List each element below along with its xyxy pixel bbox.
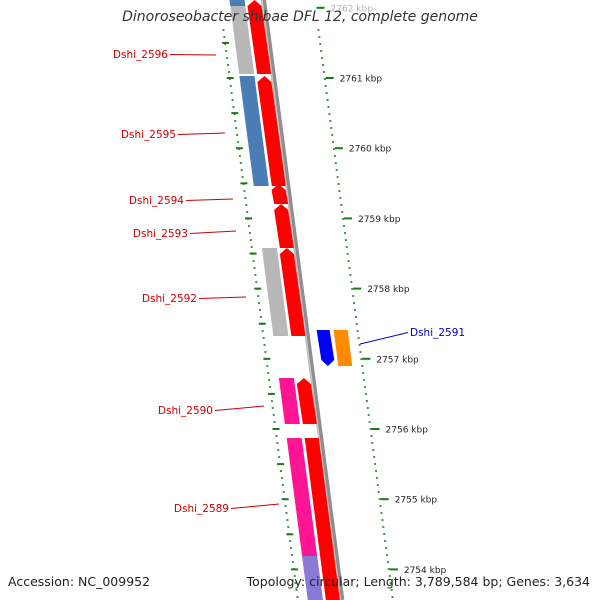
gene-label-group: Dshi_2592 — [142, 293, 247, 305]
topology-text: Topology: circular; Length: 3,789,584 bp… — [246, 574, 590, 589]
tick-layer: 2762 kbp 2761 kbp 2760 kbp 2759 kbp 2758 kbp… — [316, 4, 447, 576]
gene-label-leader — [198, 296, 247, 299]
tick-mark: 2756 kbp — [371, 426, 429, 436]
cog-block — [278, 378, 300, 424]
gene-label: Dshi_2595 — [121, 129, 176, 141]
gene-arrow — [296, 378, 317, 424]
cog-layer — [229, 0, 353, 600]
gene-label-leader — [359, 332, 409, 345]
tick-label: 2760 kbp — [349, 145, 392, 155]
gene-label-group: Dshi_2594 — [129, 195, 234, 207]
cog-block — [229, 0, 255, 74]
gene-arrow — [274, 204, 294, 248]
gene-label: Dshi_2590 — [158, 405, 213, 417]
gene-label-leader — [169, 54, 217, 56]
gene-label-group: Dshi_2596 — [113, 49, 217, 61]
gene-label: Dshi_2592 — [142, 293, 197, 305]
backbone-highlight — [261, 0, 342, 600]
tick-label: 2759 kbp — [358, 215, 401, 225]
tick-mark: 2755 kbp — [380, 496, 438, 506]
tick-mark: 2759 kbp — [344, 215, 401, 225]
tick-label: 2757 kbp — [376, 355, 419, 365]
gene-label-leader — [189, 230, 237, 234]
gene-arrow-reverse — [316, 330, 335, 366]
gene-arrow — [257, 76, 286, 186]
cog-block — [239, 76, 269, 186]
gene-arrow — [271, 184, 289, 204]
gene-label: Dshi_2596 — [113, 49, 168, 61]
tick-mark: 2761 kbp — [325, 75, 383, 85]
cog-block — [333, 330, 353, 366]
tick-label: 2761 kbp — [340, 75, 383, 85]
tick-label: 2756 kbp — [386, 426, 429, 436]
tick-label: 2758 kbp — [367, 285, 410, 295]
gene-label: Dshi_2589 — [174, 503, 229, 515]
tick-label: 2754 kbp — [404, 566, 447, 576]
tick-mark: 2760 kbp — [334, 145, 392, 155]
gene-label: Dshi_2593 — [133, 228, 188, 240]
tick-mark: 2754 kbp — [389, 566, 447, 576]
tick-mark: 2757 kbp — [362, 355, 419, 365]
gene-layer — [247, 0, 340, 600]
gene-label-leader — [214, 405, 265, 411]
gene-arrow — [279, 248, 306, 336]
tick-label: 2762 kbp — [331, 4, 374, 14]
gene-label-group: Dshi_2589 — [174, 503, 280, 515]
gene-label: Dshi_2591 — [410, 327, 465, 339]
gene-label-group: Dshi_2590 — [158, 405, 265, 417]
gene-label: Dshi_2594 — [129, 195, 184, 207]
gene-label-leader — [230, 503, 280, 509]
cog-block — [302, 556, 323, 600]
accession-text: Accession: NC_009952 — [8, 574, 151, 589]
tick-label: 2755 kbp — [395, 496, 438, 506]
cog-block — [261, 248, 289, 336]
gene-label-group: Dshi_2593 — [133, 228, 237, 240]
map-title: Dinoroseobacter shibae DFL 12, complete … — [122, 9, 478, 25]
tick-mark: 2762 kbp — [316, 4, 374, 14]
label-layer: Dshi_2596 Dshi_2595 Dshi_2594 Dshi_2593 Dshi… — [113, 49, 465, 515]
tick-mark: 2758 kbp — [353, 285, 410, 295]
gene-arrow — [304, 438, 340, 600]
gene-label-group: Dshi_2595 — [121, 129, 226, 141]
gene-arrow — [247, 0, 272, 74]
backbone-layer — [261, 0, 345, 600]
gene-label-leader — [185, 198, 234, 201]
gene-label-group: Dshi_2591 — [359, 327, 465, 345]
gene-label-leader — [177, 132, 226, 135]
minor-ticks — [222, 29, 394, 598]
cog-block — [229, 0, 246, 6]
backbone-line — [261, 0, 345, 600]
